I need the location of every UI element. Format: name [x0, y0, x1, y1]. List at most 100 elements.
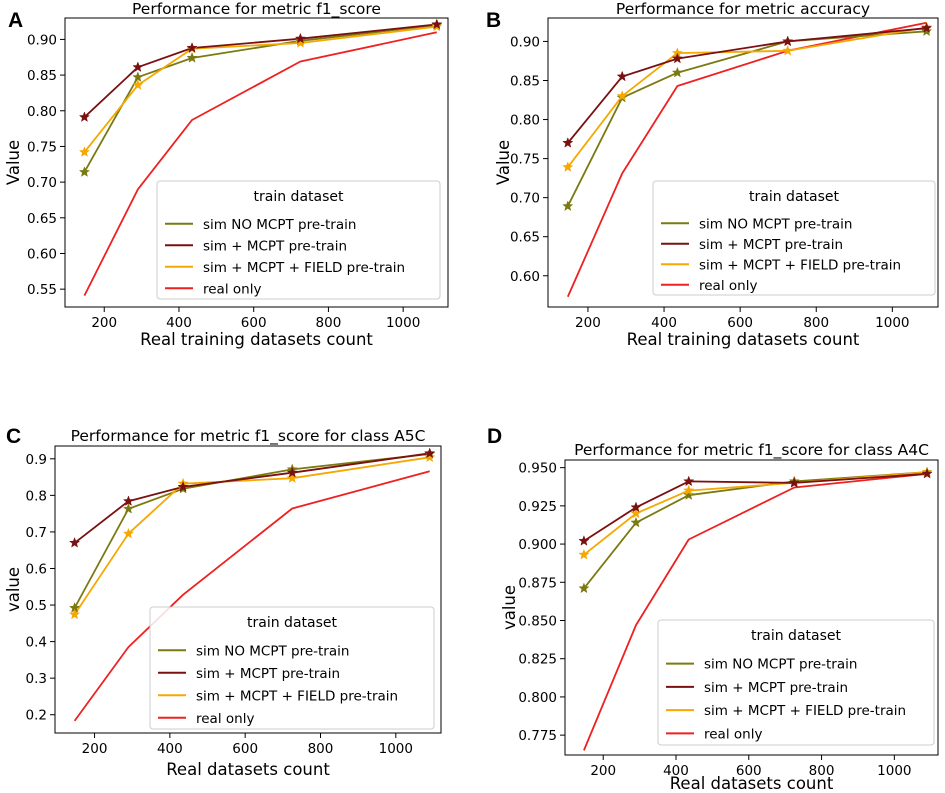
panel-c-data-point	[122, 502, 135, 514]
panel-b-x-tick-label: 600	[727, 315, 753, 331]
panel-a-series-line	[83, 24, 437, 173]
panel-d-data-point	[630, 501, 642, 513]
panel-b-data-point	[616, 90, 628, 101]
panel-d-data-point	[788, 477, 800, 488]
panel-b-legend-item: sim NO MCPT pre-train	[699, 216, 852, 232]
panel-d-data-point	[630, 516, 642, 528]
panel-d-data-point	[578, 582, 590, 594]
panel-a-y-tick-label: 0.75	[27, 139, 57, 155]
panel-d-data-point	[921, 467, 933, 479]
panel-d-plot-frame	[564, 459, 939, 756]
panel-c-y-tick-label: 0.2	[26, 708, 47, 724]
panel-a-y-tick-label: 0.55	[27, 282, 57, 298]
panel-b-y-tick-label: 0.60	[510, 269, 540, 285]
panel-d-legend-item: sim + MCPT + FIELD pre-train	[704, 703, 906, 719]
panel-d-y-tick-label: 0.775	[518, 728, 557, 744]
panel-a-y-axis-label: Value	[4, 140, 23, 185]
panel-b-x-axis-label: Real training datasets count	[627, 330, 860, 349]
panel-a-y-tick-label: 0.80	[27, 104, 57, 120]
panel-a-data-point	[294, 37, 307, 48]
panel-b-data-point	[782, 44, 794, 56]
panel-a-x-tick-label: 1000	[386, 315, 420, 331]
panel-d-data-point	[683, 475, 695, 487]
panel-c-legend-item: sim + MCPT + FIELD pre-train	[196, 688, 398, 704]
panel-d-y-tick-label: 0.825	[518, 652, 557, 668]
panel-d-series-line	[583, 472, 928, 751]
panel-c-legend	[149, 606, 435, 730]
panel-b-series-line	[566, 21, 927, 298]
panel-b-data-point	[671, 66, 683, 78]
panel-b-data-point	[562, 161, 574, 172]
panel-b-legend	[652, 180, 936, 296]
panel-c-y-axis-label: value	[4, 567, 23, 612]
panel-a-data-point	[431, 18, 443, 30]
panel-a-y-tick-label: 0.85	[27, 68, 57, 84]
panel-a-data-point	[186, 52, 198, 63]
panel-d-y-tick-label: 0.900	[518, 537, 557, 553]
panel-a-data-point	[78, 146, 91, 157]
panel-a-plot-frame	[64, 17, 449, 308]
panel-b-x-tick-label: 1000	[875, 315, 909, 331]
panel-d-y-tick-label: 0.875	[518, 575, 557, 591]
panel-b-title: Performance for metric accuracy	[616, 0, 870, 18]
panel-c-legend-item: real only	[196, 711, 254, 727]
panel-a-data-point	[78, 111, 91, 122]
panel-d-data-point	[578, 535, 590, 546]
panel-d-legend-item: sim + MCPT pre-train	[704, 680, 848, 696]
panel-c-data-point	[177, 481, 189, 492]
panel-a-data-point	[294, 32, 307, 44]
panel-c-y-tick-label: 0.4	[26, 635, 47, 651]
panel-c-x-tick-label: 400	[157, 741, 183, 757]
panel-d-y-tick-label: 0.925	[518, 499, 557, 515]
panel-b-plot-frame	[547, 17, 939, 308]
panel-a-y-tick-label: 0.70	[27, 175, 57, 191]
panel-d-legend-item: sim NO MCPT pre-train	[704, 657, 857, 673]
panel-d-data-point	[578, 548, 590, 560]
panel-b-data-point	[616, 70, 628, 82]
panel-a-data-point	[186, 42, 198, 53]
panel-a-legend-title: train dataset	[254, 189, 344, 205]
panel-b-series-line	[566, 30, 927, 207]
panel-b-y-tick-label: 0.80	[510, 113, 540, 129]
panel-c-y-tick-label: 0.7	[26, 525, 47, 541]
panel-a-y-tick-label: 0.90	[27, 32, 57, 48]
panel-b-data-point	[920, 25, 933, 37]
panel-b-data-point	[562, 200, 574, 212]
panel-a-x-tick-label: 800	[316, 315, 342, 331]
panel-b-label: B	[486, 9, 501, 32]
panel-b-x-tick-label: 800	[803, 315, 829, 331]
panel-d-x-tick-label: 1000	[877, 763, 911, 779]
panel-d-y-tick-label: 0.800	[518, 690, 557, 706]
panel-a-x-tick-label: 600	[241, 315, 267, 331]
panel-c-data-point	[424, 447, 436, 459]
panel-a-data-point	[78, 166, 91, 177]
panel-c-x-tick-label: 1000	[379, 741, 413, 757]
panel-b-y-axis-label: Value	[494, 140, 513, 185]
panel-c-data-point	[122, 527, 135, 539]
panel-a-x-tick-label: 400	[166, 315, 192, 331]
panel-b-y-tick-label: 0.70	[510, 191, 540, 207]
panel-c-data-point	[424, 451, 436, 463]
panel-b-y-tick-label: 0.75	[510, 152, 540, 168]
panel-b-data-point	[562, 137, 574, 148]
panel-c-y-tick-label: 0.9	[26, 452, 47, 468]
panel-b-y-tick-label: 0.90	[510, 34, 540, 50]
panel-a-legend-item: real only	[203, 281, 261, 297]
panel-a-series-line	[83, 25, 437, 153]
panel-a-legend	[156, 180, 441, 300]
panel-d-y-axis-label: value	[500, 585, 519, 630]
panel-a-legend-item: sim + MCPT + FIELD pre-train	[203, 260, 405, 276]
panel-a-x-axis-label: Real training datasets count	[140, 330, 373, 349]
panel-c-x-axis-label: Real datasets count	[166, 760, 330, 779]
panel-c-data-point	[286, 472, 298, 483]
panel-c-data-point	[68, 536, 81, 548]
panel-d-data-point	[630, 507, 642, 519]
panel-b: B Performance for metric accuracy 200 400 60…	[486, 0, 939, 349]
panel-b-data-point	[671, 52, 683, 64]
panel-d-x-axis-label: Real datasets count	[670, 774, 834, 793]
panel-b-x-tick-label: 200	[575, 315, 601, 331]
panel-a: A Performance for metric f1_score 200 400 60…	[4, 0, 449, 349]
panel-b-x-tick-label: 400	[651, 315, 677, 331]
panel-c-legend-item: sim NO MCPT pre-train	[196, 643, 349, 659]
